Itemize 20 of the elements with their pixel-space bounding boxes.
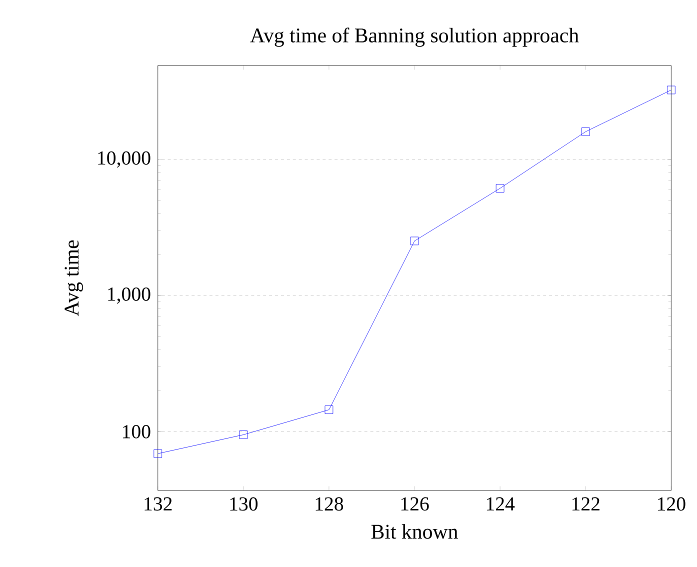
point	[239, 430, 248, 439]
chart-title: Avg time of Banning solution approach	[250, 28, 579, 47]
point	[496, 184, 504, 193]
y-axis-title: Avg time	[64, 240, 84, 316]
x-tick-label: 124	[486, 497, 515, 510]
x-tick-label: 120	[658, 497, 686, 511]
x-tick-label: 130	[230, 497, 258, 511]
point	[154, 449, 162, 458]
point	[581, 128, 590, 136]
point	[667, 86, 676, 94]
point	[410, 236, 419, 246]
y-tick-label: 10,000	[98, 151, 150, 168]
y-tick-label: 100	[123, 425, 150, 438]
point	[324, 406, 334, 414]
x-tick-label: 126	[401, 497, 429, 511]
x-tick-label: 122	[572, 497, 600, 510]
y-tick-label: 1,000	[108, 287, 150, 304]
x-tick-label: 132	[144, 497, 172, 511]
x-axis-title: Bit known	[371, 524, 458, 539]
x-tick-label: 128	[316, 497, 344, 511]
